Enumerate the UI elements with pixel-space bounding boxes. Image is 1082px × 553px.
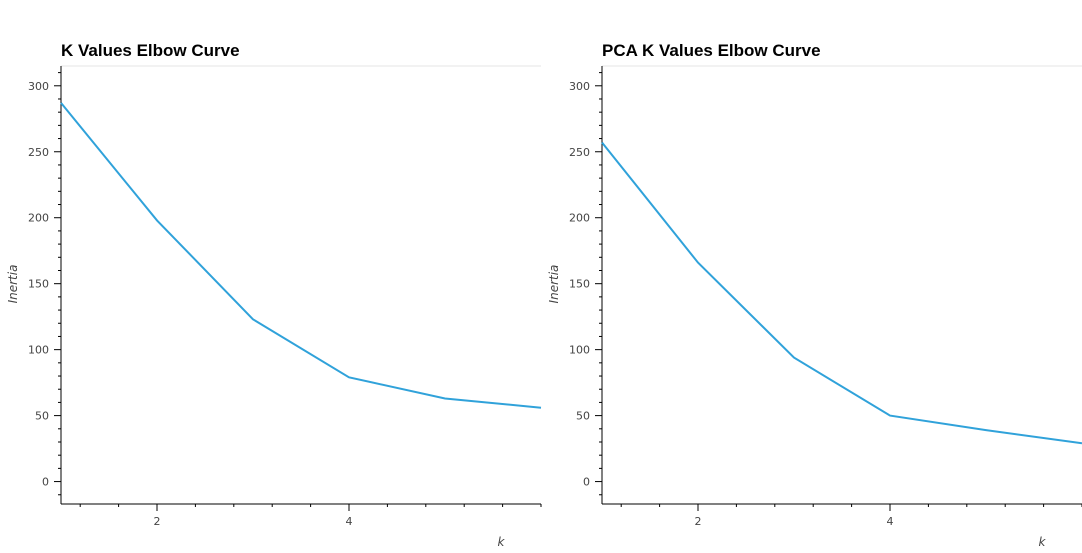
chart-title: K Values Elbow Curve (61, 41, 240, 60)
y-tick-label: 200 (28, 212, 49, 225)
elbow-chart-pca: PCA K Values Elbow Curve 0 50 100 150 200 250 3… (547, 41, 1082, 549)
elbow-chart-kmeans: K Values Elbow Curve 0 50 100 150 200 250 300 2 4… (6, 41, 542, 549)
x-tick-label: 4 (887, 515, 894, 528)
y-tick-label: 300 (569, 80, 590, 93)
series-line (601, 141, 1082, 445)
x-axis-label: k (498, 535, 506, 549)
x-tick-label: 2 (695, 515, 702, 528)
y-axis-label: Inertia (6, 265, 20, 304)
y-tick-label: 0 (583, 476, 590, 489)
y-tick-label: 50 (35, 410, 49, 423)
y-tick-label: 150 (28, 278, 49, 291)
y-tick-label: 300 (28, 80, 49, 93)
y-tick-label: 250 (28, 146, 49, 159)
y-tick-label: 200 (569, 212, 590, 225)
y-tick-label: 250 (569, 146, 590, 159)
x-tick-label: 2 (154, 515, 161, 528)
y-tick-label: 0 (42, 476, 49, 489)
y-tick-label: 50 (576, 410, 590, 423)
y-tick-label: 100 (569, 344, 590, 357)
y-tick-label: 100 (28, 344, 49, 357)
series-line (60, 102, 542, 409)
x-axis-label: k (1039, 535, 1047, 549)
chart-title: PCA K Values Elbow Curve (602, 41, 821, 60)
x-tick-label: 4 (346, 515, 353, 528)
y-axis-label: Inertia (547, 265, 561, 304)
y-tick-label: 150 (569, 278, 590, 291)
